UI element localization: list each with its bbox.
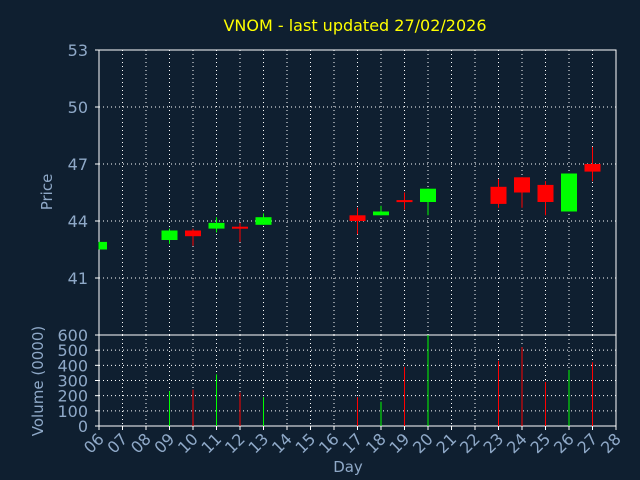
candle-body xyxy=(349,215,366,221)
candles xyxy=(98,146,601,250)
candle-body xyxy=(561,173,577,212)
price-y-ticks: 41 44 47 50 53 xyxy=(68,41,99,288)
x-axis-label: Day xyxy=(333,458,363,476)
volume-tick-label: 600 xyxy=(57,326,88,345)
volume-tick-label: 400 xyxy=(57,356,88,375)
price-tick-label: 50 xyxy=(68,98,88,117)
candle-body xyxy=(185,230,201,237)
candle-body xyxy=(490,186,507,204)
volume-tick-label: 100 xyxy=(57,402,88,421)
volume-axis-label: Volume (0000) xyxy=(29,326,47,436)
candle-body xyxy=(514,177,530,193)
candle-body xyxy=(396,200,413,203)
candle-body xyxy=(584,164,601,172)
x-tick-label: 28 xyxy=(597,429,625,457)
chart-title: VNOM - last updated 27/02/2026 xyxy=(223,16,486,35)
price-tick-label: 53 xyxy=(68,41,88,60)
candle-body xyxy=(99,241,107,250)
price-axis-label: Price xyxy=(38,174,56,211)
candle-body xyxy=(208,222,225,229)
candle-body xyxy=(161,230,178,240)
price-tick-label: 44 xyxy=(68,212,88,231)
price-tick-label: 47 xyxy=(68,155,88,174)
price-tick-label: 41 xyxy=(68,269,88,288)
volume-tick-label: 0 xyxy=(78,417,88,436)
volume-tick-label: 200 xyxy=(57,387,88,406)
volume-tick-label: 300 xyxy=(57,372,88,391)
volume-tick-label: 500 xyxy=(57,341,88,360)
volume-bars xyxy=(169,335,593,426)
candle-body xyxy=(420,188,436,202)
candle-body xyxy=(373,211,389,216)
x-ticks: 0607080910111213141516171819202122232425… xyxy=(80,426,625,457)
candle-body xyxy=(232,226,248,229)
candle-body xyxy=(255,217,272,225)
candle-body xyxy=(537,184,554,202)
